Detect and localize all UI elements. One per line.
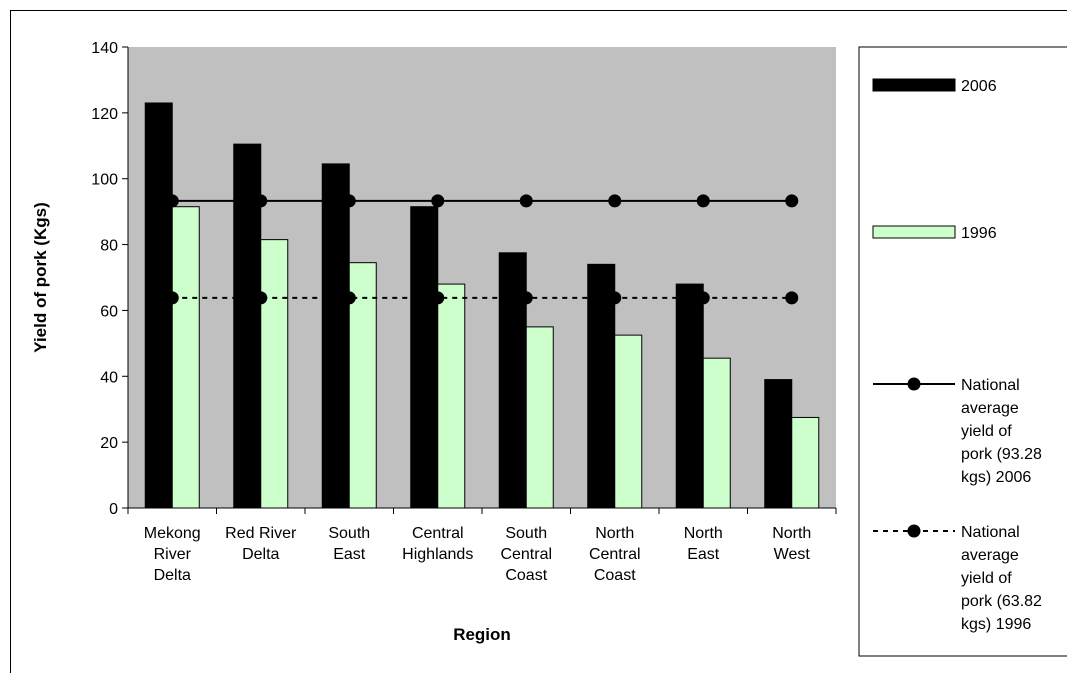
chart-frame — [10, 10, 1067, 673]
bar-2006 — [410, 206, 439, 509]
y-tick-label: 80 — [100, 238, 118, 255]
bar-2006 — [321, 163, 350, 509]
y-axis-title: Yield of pork (Kgs) — [31, 202, 50, 353]
reference-marker — [165, 291, 179, 305]
legend: 2006 1996 National average yield of pork (93.… — [858, 46, 1067, 657]
reference-marker — [785, 291, 799, 305]
x-tick-label: Delta — [154, 567, 191, 584]
x-tick-label: North — [595, 525, 634, 542]
y-tick-label: 0 — [109, 501, 118, 518]
x-tick-label: Mekong — [144, 525, 201, 542]
x-tick-label: Central — [500, 546, 552, 563]
legend-label: average — [961, 547, 1019, 564]
reference-marker — [431, 291, 445, 305]
bar-2006 — [144, 102, 173, 509]
x-tick-label: Highlands — [402, 546, 473, 563]
x-tick-label: North — [684, 525, 723, 542]
y-tick-label: 20 — [100, 435, 118, 452]
reference-marker — [342, 291, 356, 305]
bar-1996 — [437, 283, 466, 509]
legend-label: pork (93.28 — [961, 446, 1042, 463]
bar-1996 — [614, 334, 643, 509]
reference-marker — [342, 194, 356, 208]
legend-marker — [907, 524, 921, 538]
reference-marker — [519, 291, 533, 305]
x-axis: Mekong River Delta Red River Delta South East C… — [127, 507, 837, 584]
legend-label: kgs) 2006 — [961, 469, 1031, 486]
x-tick-label: North — [772, 525, 811, 542]
x-axis-title: Region — [453, 625, 511, 644]
bar-1996 — [791, 416, 820, 509]
x-tick-label: Coast — [594, 567, 636, 584]
y-tick-label: 140 — [91, 40, 118, 57]
reference-marker — [696, 291, 710, 305]
x-tick-label: Central — [589, 546, 641, 563]
y-tick-label: 100 — [91, 172, 118, 189]
reference-marker — [608, 194, 622, 208]
x-tick-label: River — [154, 546, 192, 563]
x-tick-label: East — [333, 546, 366, 563]
bar-1996 — [702, 357, 731, 509]
reference-marker — [254, 194, 268, 208]
y-axis: 0 20 40 60 80 100 120 140 — [91, 40, 129, 518]
legend-box — [858, 46, 1067, 657]
reference-marker — [519, 194, 533, 208]
x-tick-label: Delta — [242, 546, 279, 563]
reference-lines — [165, 194, 799, 305]
legend-swatch — [872, 78, 956, 92]
x-tick-label: Red River — [225, 525, 297, 542]
y-tick-label: 120 — [91, 106, 118, 123]
x-tick-label: South — [328, 525, 370, 542]
bar-1996 — [525, 326, 554, 509]
x-tick-label: South — [505, 525, 547, 542]
bar-1996 — [171, 206, 200, 509]
reference-marker — [165, 194, 179, 208]
bar-2006 — [764, 379, 793, 509]
bar-1996 — [348, 262, 377, 509]
reference-marker — [254, 291, 268, 305]
legend-label: average — [961, 400, 1019, 417]
x-tick-label: Coast — [505, 567, 547, 584]
legend-label: National — [961, 524, 1020, 541]
bar-1996 — [260, 239, 289, 509]
reference-marker — [431, 194, 445, 208]
reference-marker — [696, 194, 710, 208]
legend-label: 1996 — [961, 225, 997, 242]
x-tick-label: East — [687, 546, 720, 563]
reference-marker — [785, 194, 799, 208]
legend-label: 2006 — [961, 78, 997, 95]
y-tick-label: 40 — [100, 369, 118, 386]
x-tick-label: Central — [412, 525, 464, 542]
legend-swatch — [872, 225, 956, 239]
legend-label: yield of — [961, 570, 1012, 587]
bars — [144, 102, 820, 509]
legend-label: National — [961, 377, 1020, 394]
reference-marker — [608, 291, 622, 305]
bar-2006 — [675, 283, 704, 509]
legend-label: pork (63.82 — [961, 593, 1042, 610]
x-tick-label: West — [774, 546, 811, 563]
legend-marker — [907, 377, 921, 391]
legend-label: kgs) 1996 — [961, 616, 1031, 633]
y-tick-label: 60 — [100, 303, 118, 320]
bar-2006 — [498, 252, 527, 509]
legend-label: yield of — [961, 423, 1012, 440]
